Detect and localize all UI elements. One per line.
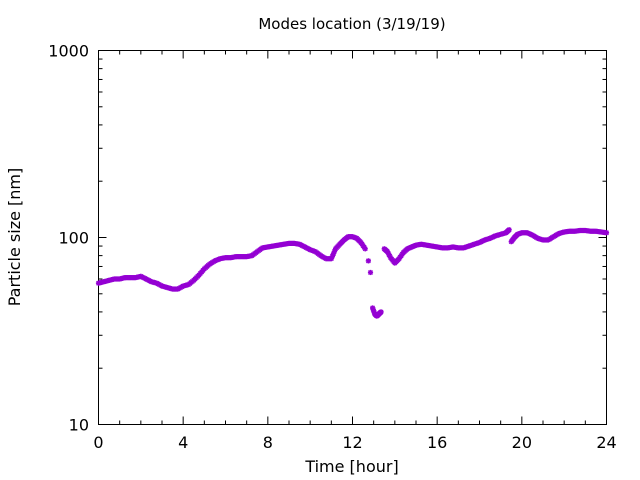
- y-tick-label: 1000: [48, 42, 89, 61]
- x-tick-label: 8: [263, 433, 273, 452]
- y-axis-label: Particle size [nm]: [5, 168, 24, 307]
- axis-ticks: [98, 50, 607, 425]
- x-tick-label: 20: [512, 433, 532, 452]
- y-tick-label: 100: [58, 229, 89, 248]
- data-point: [603, 230, 610, 236]
- y-axis-tick-labels: 10 100 1000: [48, 42, 89, 435]
- chart-title: Modes location (3/19/19): [258, 15, 445, 33]
- x-tick-label: 0: [93, 433, 103, 452]
- x-tick-label: 12: [342, 433, 362, 452]
- x-tick-label: 16: [427, 433, 447, 452]
- data-point: [365, 258, 371, 264]
- data-point: [506, 227, 512, 233]
- data-points: [95, 227, 610, 319]
- x-axis-label: Time [hour]: [304, 457, 398, 476]
- data-point: [378, 309, 384, 315]
- data-point: [367, 269, 374, 276]
- x-tick-label: 4: [178, 433, 188, 452]
- y-tick-label: 10: [69, 416, 89, 435]
- x-axis-tick-labels: 0 4 8 12 16 20 24: [93, 433, 616, 452]
- data-point: [362, 246, 368, 252]
- x-tick-label: 24: [596, 433, 616, 452]
